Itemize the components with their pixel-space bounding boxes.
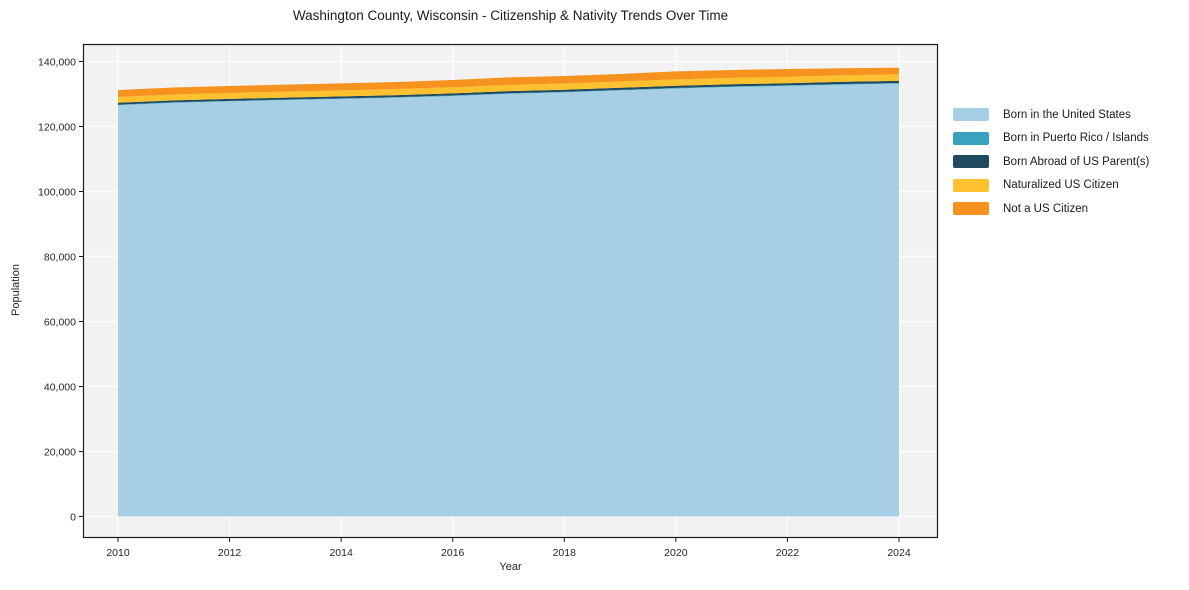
legend-swatch-icon <box>953 155 989 169</box>
y-tick-label: 40,000 <box>44 381 76 393</box>
legend-label: Born in the United States <box>1003 108 1131 121</box>
chart-title: Washington County, Wisconsin - Citizensh… <box>292 8 729 23</box>
x-tick-label: 2014 <box>329 547 353 559</box>
area-series <box>118 74 899 103</box>
legend-label: Naturalized US Citizen <box>1003 179 1119 192</box>
legend-swatch-icon <box>953 108 989 122</box>
legend-item: Born in the United States <box>953 103 1149 127</box>
x-tick-label: 2020 <box>664 547 688 559</box>
legend-label: Born in Puerto Rico / Islands <box>1003 132 1149 145</box>
legend-item: Born Abroad of US Parent(s) <box>953 150 1149 174</box>
y-tick-label: 100,000 <box>38 186 76 198</box>
x-tick-label: 2016 <box>441 547 465 559</box>
x-tick-label: 2018 <box>553 547 577 559</box>
legend-swatch-icon <box>953 202 989 216</box>
area-series <box>118 80 899 105</box>
legend-item: Born in Puerto Rico / Islands <box>953 127 1149 151</box>
legend-label: Not a US Citizen <box>1003 202 1089 215</box>
y-tick-label: 20,000 <box>44 446 76 458</box>
y-tick-label: 120,000 <box>38 121 76 133</box>
y-axis-label: Population <box>10 264 22 316</box>
area-series <box>118 67 899 97</box>
legend-item: Naturalized US Citizen <box>953 174 1149 198</box>
legend: Born in the United States Born in Puerto… <box>953 103 1149 221</box>
y-tick-label: 80,000 <box>44 251 76 263</box>
x-axis-label: Year <box>499 561 522 573</box>
x-tick-label: 2022 <box>776 547 800 559</box>
y-tick-label: 140,000 <box>38 56 76 68</box>
legend-label: Born Abroad of US Parent(s) <box>1003 155 1150 168</box>
axes-box <box>82 43 939 539</box>
x-tick-label: 2010 <box>106 547 130 559</box>
legend-swatch-icon <box>953 178 989 192</box>
y-tick-label: 0 <box>70 511 76 523</box>
area-series <box>118 83 899 517</box>
legend-item: Not a US Citizen <box>953 197 1149 221</box>
x-tick-label: 2024 <box>887 547 911 559</box>
x-tick-label: 2012 <box>218 547 242 559</box>
y-tick-label: 60,000 <box>44 316 76 328</box>
legend-swatch-icon <box>953 131 989 145</box>
